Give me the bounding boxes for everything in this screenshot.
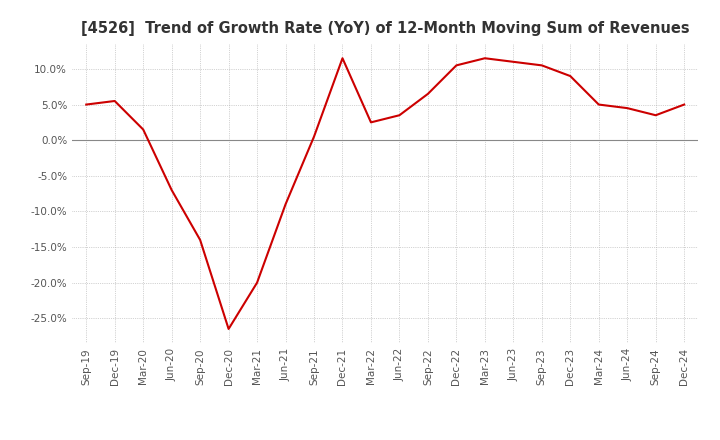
Title: [4526]  Trend of Growth Rate (YoY) of 12-Month Moving Sum of Revenues: [4526] Trend of Growth Rate (YoY) of 12-… <box>81 21 690 36</box>
